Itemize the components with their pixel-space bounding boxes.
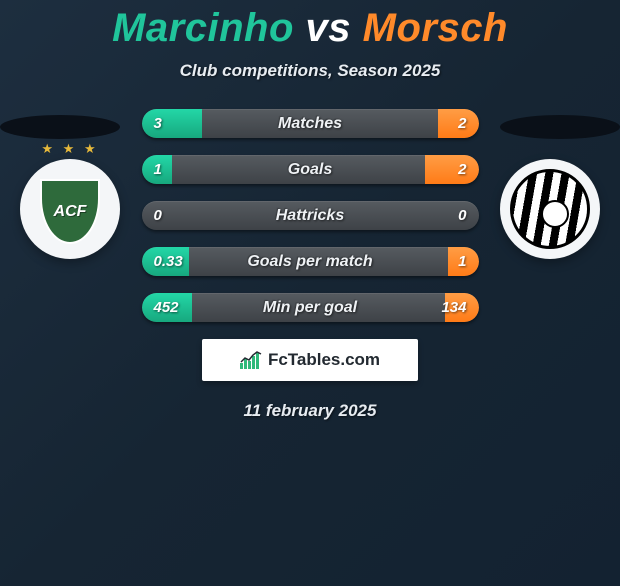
date-text: 11 february 2025 — [0, 401, 620, 421]
shield-icon: ACF — [40, 179, 100, 244]
shield-text: ACF — [54, 203, 87, 221]
comparison-title: Marcinho vs Morsch — [0, 6, 620, 51]
vs-text: vs — [306, 6, 352, 50]
shadow-left — [0, 115, 120, 139]
stat-row: 0.331Goals per match — [142, 247, 479, 276]
stars-icon: ★ ★ ★ — [20, 141, 120, 157]
stat-row: 452134Min per goal — [142, 293, 479, 322]
chart-icon — [240, 351, 262, 369]
stat-row: 00Hattricks — [142, 201, 479, 230]
stat-row: 12Goals — [142, 155, 479, 184]
shadow-right — [500, 115, 620, 139]
stat-label: Goals — [142, 155, 479, 184]
comparison-stage: ★ ★ ★ ACF 32Matches 12Goals 00Hattricks 0.3… — [0, 109, 620, 322]
brand-text: FcTables.com — [268, 350, 380, 370]
crest-circle — [500, 159, 600, 259]
player2-name: Morsch — [363, 6, 508, 50]
stat-label: Hattricks — [142, 201, 479, 230]
subtitle: Club competitions, Season 2025 — [0, 61, 620, 81]
stat-row: 32Matches — [142, 109, 479, 138]
stat-label: Matches — [142, 109, 479, 138]
stat-rows: 32Matches 12Goals 00Hattricks 0.331Goals pe… — [142, 109, 479, 322]
chapecoense-crest: ★ ★ ★ ACF — [20, 159, 120, 259]
stat-label: Min per goal — [142, 293, 479, 322]
figueirense-crest — [500, 159, 600, 259]
crest-circle: ACF — [20, 159, 120, 259]
striped-badge-icon — [510, 169, 590, 249]
brand-badge: FcTables.com — [202, 339, 418, 381]
stat-label: Goals per match — [142, 247, 479, 276]
player1-name: Marcinho — [112, 6, 294, 50]
